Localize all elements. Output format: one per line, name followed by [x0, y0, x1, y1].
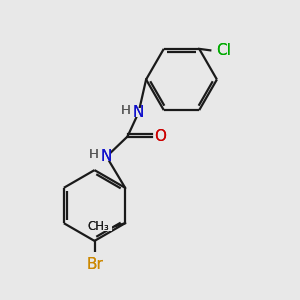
Text: Cl: Cl — [216, 43, 231, 58]
Text: N: N — [133, 105, 144, 120]
Text: O: O — [154, 129, 166, 144]
Text: H: H — [89, 148, 99, 161]
Text: Cl: Cl — [216, 43, 231, 58]
Text: H: H — [121, 103, 131, 117]
Text: Br: Br — [86, 257, 103, 272]
Text: N: N — [101, 149, 112, 164]
FancyBboxPatch shape — [88, 252, 101, 262]
Text: N: N — [133, 105, 144, 120]
FancyBboxPatch shape — [156, 132, 165, 141]
FancyBboxPatch shape — [95, 222, 112, 231]
Text: CH₃: CH₃ — [87, 220, 109, 233]
Text: O: O — [154, 129, 166, 144]
FancyBboxPatch shape — [102, 152, 111, 161]
Text: H: H — [89, 148, 99, 161]
Text: N: N — [101, 149, 112, 164]
Text: Br: Br — [86, 257, 103, 272]
Text: CH₃: CH₃ — [87, 220, 109, 233]
Text: H: H — [121, 103, 131, 117]
FancyBboxPatch shape — [134, 108, 143, 117]
FancyBboxPatch shape — [212, 46, 226, 55]
